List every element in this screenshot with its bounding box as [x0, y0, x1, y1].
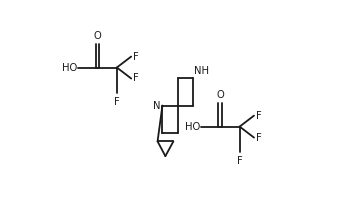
Text: N: N [153, 100, 160, 111]
Text: F: F [133, 73, 139, 84]
Text: F: F [114, 97, 120, 107]
Text: HO: HO [62, 62, 77, 73]
Text: O: O [94, 31, 101, 41]
Text: F: F [256, 133, 261, 143]
Text: F: F [256, 111, 261, 121]
Text: F: F [133, 51, 139, 62]
Text: NH: NH [194, 66, 210, 76]
Text: F: F [237, 156, 243, 166]
Text: HO: HO [185, 122, 200, 132]
Text: O: O [216, 90, 224, 100]
